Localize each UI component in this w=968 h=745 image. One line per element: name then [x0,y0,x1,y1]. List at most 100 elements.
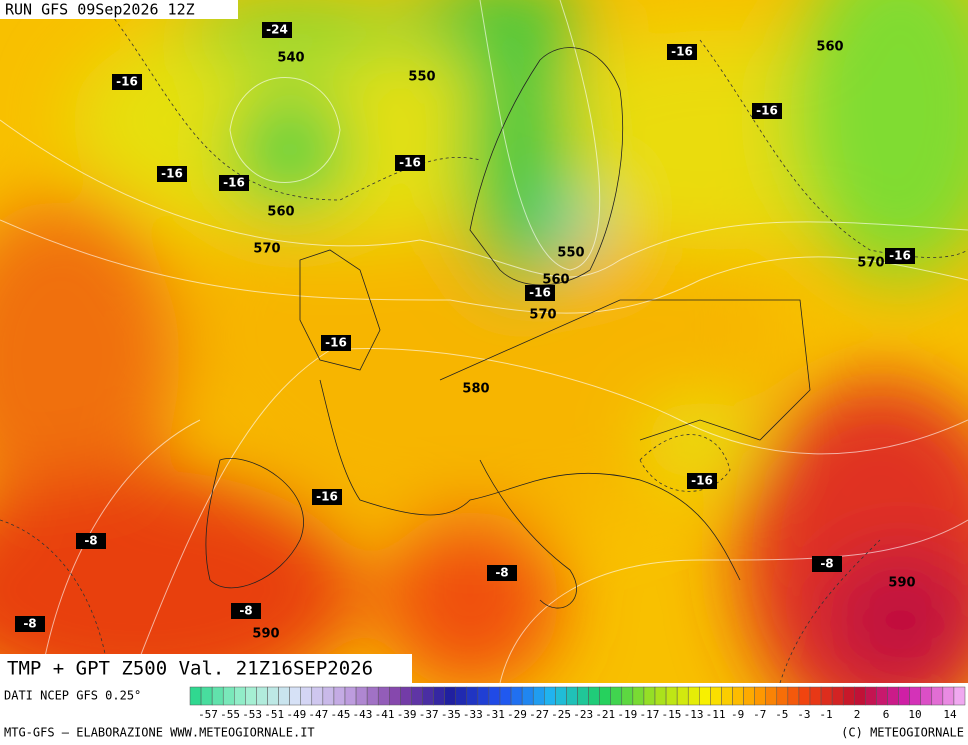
color-swatch [256,686,268,706]
color-swatch [876,686,888,706]
color-swatch [665,686,678,706]
color-swatch [854,686,866,706]
color-swatch [289,686,301,706]
color-swatch [544,686,556,706]
copyright-label: (C) METEOGIORNALE [841,726,964,740]
scale-label: -25 [551,708,571,721]
color-swatch [820,686,833,706]
scale-label: -55 [220,708,240,721]
color-swatch [920,686,933,706]
map-title: TMP + GPT Z500 Val. 21Z16SEP2026 [7,658,373,680]
temperature-label-box [112,74,142,90]
scale-label: -13 [684,708,704,721]
color-swatch [355,686,368,706]
color-swatch [699,686,711,706]
scale-label: -33 [463,708,483,721]
scale-label: -39 [397,708,417,721]
scale-label: -53 [242,708,262,721]
color-swatch [245,686,257,706]
color-swatch [721,686,733,706]
color-swatch [710,686,722,706]
temperature-label-box [487,565,517,581]
temperature-label-box [752,103,782,119]
scale-label: -45 [330,708,350,721]
color-swatch [942,686,955,706]
color-swatch [521,686,534,706]
isoline-label: 560 [542,273,569,288]
color-swatch [200,686,213,706]
color-swatch [676,686,689,706]
color-swatch [566,686,578,706]
source-label: DATI NCEP GFS 0.25° [4,689,141,703]
scale-label: -37 [419,708,439,721]
temperature-label-box [219,175,249,191]
color-swatch [765,686,778,706]
color-swatch [411,686,423,706]
color-swatch [621,686,634,706]
title-box [0,654,412,683]
temperature-label: -16 [316,490,338,504]
temperature-label-box [687,473,717,489]
isoline-label: 570 [529,308,556,323]
scale-label: -5 [775,708,788,721]
color-swatch [687,686,700,706]
color-swatch [599,686,611,706]
scale-label: 10 [908,708,921,721]
color-swatch [632,686,645,706]
scale-label: -43 [353,708,373,721]
run-box [0,0,238,19]
color-swatch [743,686,755,706]
color-swatch [754,686,766,706]
temperature-label-box [812,556,842,572]
scale-label: 2 [854,708,861,721]
isoline-label: 550 [557,246,584,261]
color-swatch [555,686,567,706]
scale-label: -47 [308,708,328,721]
temperature-label: -16 [399,156,421,170]
color-swatch [389,686,401,706]
scale-label: -51 [264,708,284,721]
scale-label: 14 [943,708,957,721]
temperature-label: -8 [820,557,833,571]
scale-label: -11 [706,708,726,721]
color-swatch [377,686,390,706]
color-swatch [222,686,235,706]
isoline-label: 540 [277,51,304,66]
temperature-label-box [157,166,187,182]
scale-label: -29 [507,708,527,721]
color-swatch [532,686,545,706]
color-swatch [510,686,523,706]
isoline-label: 560 [267,205,294,220]
color-swatch [831,686,844,706]
scale-label: -35 [441,708,461,721]
color-swatch [400,686,412,706]
color-swatch [610,686,623,706]
color-swatch [333,686,346,706]
color-swatch [909,686,921,706]
temperature-label: -16 [691,474,713,488]
temperature-label-box [262,22,292,38]
temperature-label: -16 [671,45,693,59]
temperature-label: -16 [116,75,138,89]
scale-label: -21 [595,708,615,721]
scale-label: -19 [617,708,637,721]
scale-label: -9 [731,708,744,721]
color-swatch [344,686,357,706]
temperature-label-box [395,155,425,171]
color-swatch [488,686,501,706]
isoline-label: 570 [857,256,884,271]
color-swatch [898,686,910,706]
color-swatch [577,686,589,706]
color-swatch [499,686,512,706]
color-swatch [433,686,445,706]
color-swatch [300,686,313,706]
scale-label: 6 [883,708,890,721]
color-swatch [234,686,246,706]
isoline-label: 580 [462,382,489,397]
temperature-label-box [312,489,342,505]
temperature-label-box [525,285,555,301]
color-swatch [366,686,379,706]
temperature-label: -16 [756,104,778,118]
